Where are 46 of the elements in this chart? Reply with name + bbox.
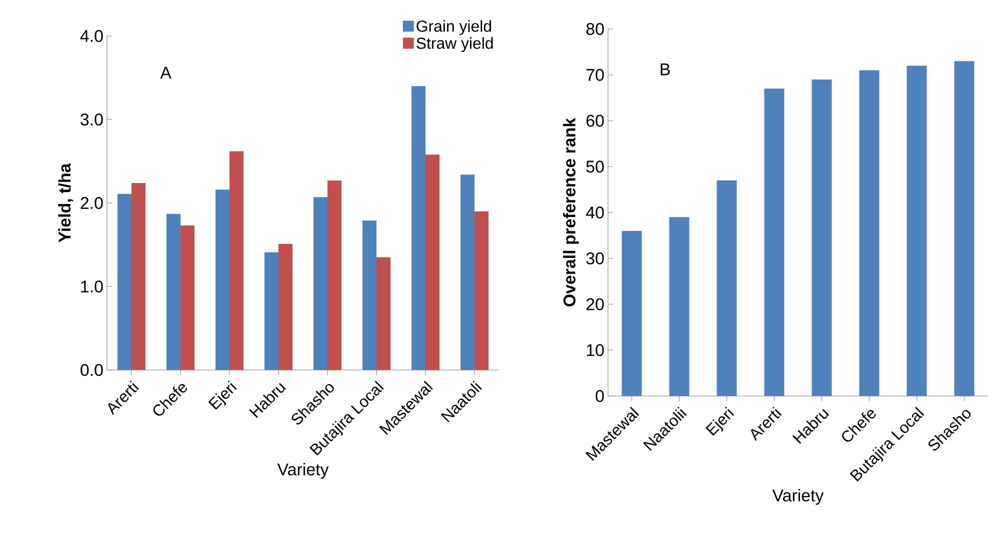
bar bbox=[474, 211, 489, 370]
bar bbox=[764, 88, 784, 396]
bar bbox=[278, 244, 293, 370]
bar bbox=[622, 230, 642, 396]
y-tick-label: 4.0 bbox=[80, 30, 103, 42]
bar bbox=[118, 194, 132, 370]
y-tick-label: 70 bbox=[586, 68, 604, 81]
bar bbox=[954, 61, 974, 396]
bar bbox=[264, 252, 278, 370]
y-tick-label: 10 bbox=[586, 344, 604, 356]
bar bbox=[328, 180, 342, 370]
bar bbox=[460, 174, 475, 370]
y-tick-label: 1.0 bbox=[81, 280, 103, 292]
bar bbox=[906, 66, 927, 396]
legend-label: Straw yield bbox=[416, 37, 493, 52]
bar bbox=[716, 180, 737, 396]
bar bbox=[314, 197, 328, 370]
y-tick-label: 60 bbox=[586, 114, 604, 127]
bar bbox=[412, 86, 426, 370]
annotation: A bbox=[160, 66, 172, 79]
y-tick-label: 80 bbox=[586, 23, 604, 35]
bar bbox=[180, 226, 194, 370]
y-axis-title: Yield, t/ha bbox=[58, 163, 74, 242]
y-tick-label: 2.0 bbox=[80, 197, 103, 209]
bar bbox=[859, 70, 880, 396]
annotation: B bbox=[660, 64, 670, 76]
bar bbox=[230, 151, 244, 370]
y-tick-label: 30 bbox=[586, 252, 604, 264]
bar bbox=[426, 154, 440, 370]
bar bbox=[812, 79, 832, 396]
bar bbox=[362, 220, 377, 370]
y-tick-label: 0 bbox=[596, 390, 604, 402]
y-tick-label: 40 bbox=[586, 206, 604, 218]
y-tick-label: 0.0 bbox=[80, 364, 103, 376]
x-axis-title: Variety bbox=[772, 489, 824, 505]
y-axis-title: Overall preference rank bbox=[563, 118, 579, 306]
y-tick-label: 20 bbox=[586, 298, 604, 310]
bar bbox=[132, 182, 146, 370]
x-axis-title: Variety bbox=[277, 463, 329, 479]
bar bbox=[669, 217, 690, 396]
y-tick-label: 50 bbox=[586, 160, 604, 173]
bar bbox=[376, 257, 391, 370]
bar bbox=[216, 190, 230, 370]
y-tick-label: 3.0 bbox=[80, 114, 103, 126]
legend-label: Grain yield bbox=[416, 20, 492, 36]
bar bbox=[166, 214, 180, 370]
